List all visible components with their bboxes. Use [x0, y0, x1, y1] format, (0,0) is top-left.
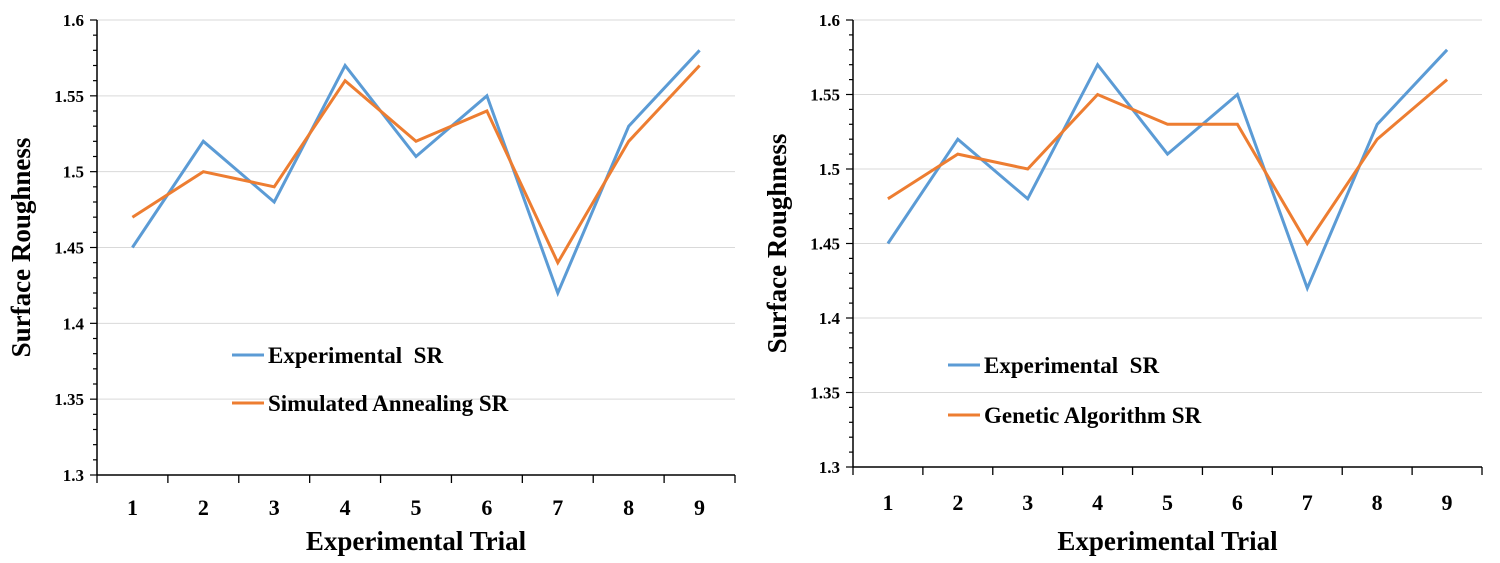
y-tick-label: 1.5 — [63, 163, 84, 182]
x-tick-label: 2 — [198, 495, 209, 520]
y-tick-label: 1.3 — [63, 466, 84, 485]
x-tick-label: 8 — [1372, 490, 1383, 515]
chart-1: 1.3 1.35 1.4 1.45 1.5 1.55 1.6 1 2 3 4 5 6 7 8 9 Experim… — [6, 11, 736, 556]
x-tick-label: 1 — [127, 495, 138, 520]
legend-label: Experimental SR — [984, 353, 1159, 378]
legend-label: Experimental SR — [268, 343, 443, 368]
x-tick-label: 7 — [552, 495, 563, 520]
y-tick-label: 1.6 — [63, 11, 84, 30]
y-tick-label: 1.55 — [810, 86, 840, 105]
x-tick-label: 8 — [623, 495, 634, 520]
x-tick-label: 4 — [340, 495, 351, 520]
series-line-2 — [131, 64, 701, 266]
legend-label: Genetic Algorithm SR — [984, 403, 1202, 428]
x-tick-label: 9 — [1442, 490, 1453, 515]
y-tick-label: 1.3 — [819, 458, 840, 477]
y-tick-label: 1.4 — [63, 314, 85, 333]
y-tick-label: 1.45 — [54, 239, 84, 258]
y-tick-label: 1.5 — [819, 160, 840, 179]
legend: Experimental SR Simulated Annealing SR — [232, 343, 509, 416]
legend-label: Simulated Annealing SR — [268, 391, 509, 416]
x-tick-label: 5 — [411, 495, 422, 520]
x-tick-label: 2 — [952, 490, 963, 515]
chart-2: 1.3 1.35 1.4 1.45 1.5 1.55 1.6 1 2 3 4 5 6 7 8 9 Experim… — [762, 11, 1483, 556]
y-axis-title: Surface Roughness — [762, 134, 792, 354]
y-tick-label: 1.45 — [810, 235, 840, 254]
x-tick-label: 4 — [1092, 490, 1103, 515]
x-tick-label: 3 — [1022, 490, 1033, 515]
x-tick-label: 1 — [882, 490, 893, 515]
x-tick-label: 6 — [481, 495, 492, 520]
x-tick-label: 9 — [694, 495, 705, 520]
x-tick-label: 3 — [269, 495, 280, 520]
x-tick-label: 5 — [1162, 490, 1173, 515]
y-axis-title: Surface Roughness — [6, 138, 36, 358]
x-axis-title: Experimental Trial — [306, 526, 527, 556]
legend: Experimental SR Genetic Algorithm SR — [948, 353, 1202, 428]
y-tick-label: 1.35 — [810, 384, 840, 403]
x-tick-label: 7 — [1302, 490, 1313, 515]
y-tick-label: 1.35 — [54, 390, 84, 409]
series-line-2 — [887, 78, 1449, 247]
y-tick-label: 1.6 — [819, 11, 840, 30]
y-tick-label: 1.55 — [54, 87, 84, 106]
y-tick-label: 1.4 — [819, 309, 841, 328]
x-axis-title: Experimental Trial — [1057, 526, 1278, 556]
x-tick-label: 6 — [1232, 490, 1243, 515]
